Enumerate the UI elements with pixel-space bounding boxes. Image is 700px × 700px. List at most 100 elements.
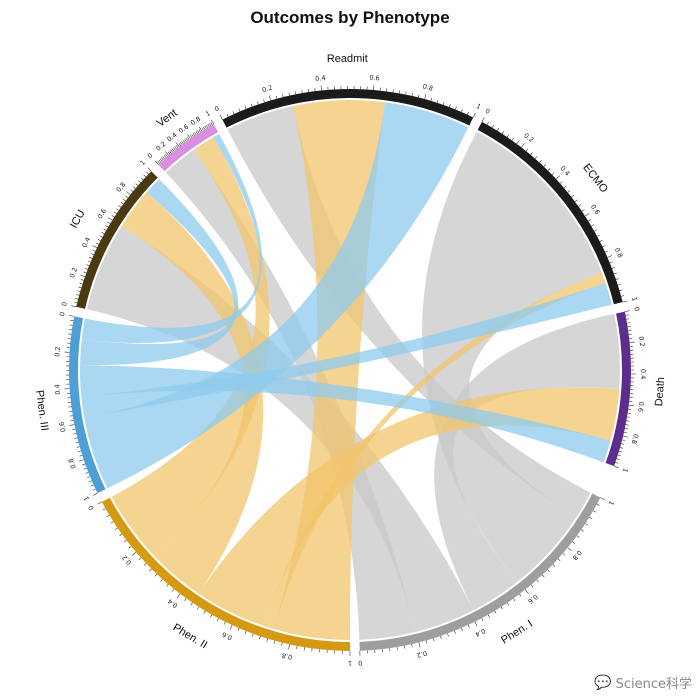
tick-mark <box>69 424 75 426</box>
tick-mark <box>574 199 578 202</box>
tick-mark <box>624 428 628 430</box>
tick-mark <box>203 126 206 130</box>
tick-mark <box>436 99 439 103</box>
tick-mark <box>97 501 103 505</box>
tick-mark <box>398 90 401 94</box>
tick-mark <box>596 503 600 506</box>
tick-mark <box>259 636 261 640</box>
ribbon-phen-i-to-vent <box>165 149 416 640</box>
ribbon-phen-ii-to-death <box>198 387 620 626</box>
tick-mark <box>599 239 603 242</box>
tick-label: 0.8 <box>189 115 202 127</box>
tick-mark <box>600 497 605 501</box>
tick-label: 0.6 <box>589 203 601 216</box>
tick-mark <box>92 492 98 496</box>
tick-mark <box>263 99 265 103</box>
sector-label-phen-iii: Phen. III <box>33 389 50 431</box>
tick-mark <box>72 428 76 430</box>
watermark-text: Science科学 <box>615 677 692 692</box>
tick-mark <box>197 130 200 134</box>
tick-mark <box>167 151 171 155</box>
tick-mark <box>165 151 169 156</box>
tick-mark <box>107 217 113 221</box>
tick-mark <box>75 441 79 444</box>
tick-mark <box>195 131 198 135</box>
tick-mark <box>613 272 617 275</box>
tick-mark <box>198 129 201 133</box>
tick-mark <box>597 234 600 237</box>
tick-mark <box>161 157 164 161</box>
watermark: 💬 Science科学 <box>594 673 692 693</box>
tick-mark <box>567 190 571 193</box>
tick-mark <box>102 508 106 511</box>
tick-mark <box>99 235 103 238</box>
tick-mark <box>203 610 206 614</box>
tick-mark <box>501 131 505 134</box>
tick-label: 0.8 <box>630 433 640 445</box>
tick-mark <box>295 91 297 95</box>
tick-mark <box>88 480 92 483</box>
tick-mark <box>154 573 158 577</box>
sector-phen-iii <box>69 316 106 494</box>
tick-mark <box>190 602 193 606</box>
tick-mark <box>185 138 188 141</box>
tick-mark <box>530 584 534 588</box>
tick-mark <box>97 239 101 241</box>
tick-label: 1 <box>607 499 616 506</box>
tick-mark <box>481 618 484 622</box>
tick-mark <box>149 568 152 572</box>
tick-mark <box>607 255 613 258</box>
tick-mark <box>184 598 187 601</box>
tick-mark <box>107 221 111 224</box>
tick-label: 0.2 <box>120 553 133 566</box>
tick-mark <box>615 278 619 280</box>
tick-mark <box>114 527 118 530</box>
tick-label: 0.4 <box>474 627 487 639</box>
tick-mark <box>572 541 575 544</box>
tick-mark <box>625 424 629 426</box>
tick-label: 0.4 <box>80 236 92 249</box>
tick-mark <box>95 242 99 245</box>
tick-mark <box>83 467 87 470</box>
tick-mark <box>120 202 124 205</box>
tick-mark <box>559 181 563 184</box>
tick-label: 1 <box>204 109 211 118</box>
tick-mark <box>69 315 75 317</box>
tick-mark <box>74 437 78 439</box>
tick-mark <box>404 645 406 649</box>
tick-mark <box>119 533 123 537</box>
tick-label: 0.6 <box>96 207 108 220</box>
tick-mark <box>449 104 451 108</box>
tick-mark <box>76 294 80 296</box>
tick-mark <box>130 189 134 192</box>
tick-mark <box>617 283 621 286</box>
tick-mark <box>511 137 514 141</box>
ribbon-phen-i-to-ecmo <box>422 131 602 583</box>
tick-mark <box>619 289 623 291</box>
tick-mark <box>250 103 253 107</box>
tick-label: 0 <box>58 311 67 317</box>
tick-label: 0.2 <box>68 266 79 278</box>
tick-mark <box>578 204 582 207</box>
tick-mark <box>132 186 136 189</box>
tick-label: 0.8 <box>571 549 584 562</box>
tick-mark <box>411 92 413 96</box>
tick-mark <box>192 133 195 136</box>
tick-label: 1 <box>139 159 148 168</box>
tick-mark <box>138 557 142 561</box>
tick-mark <box>418 642 421 648</box>
tick-mark <box>82 463 86 466</box>
tick-mark <box>494 610 497 614</box>
tick-mark <box>617 454 621 457</box>
tick-mark <box>534 156 538 159</box>
tick-label: 1 <box>475 102 482 111</box>
tick-mark <box>506 602 510 606</box>
tick-mark <box>581 209 585 212</box>
tick-mark <box>80 279 84 281</box>
tick-label: 1 <box>82 495 91 502</box>
tick-mark <box>547 569 550 573</box>
tick-mark <box>101 232 105 235</box>
tick-mark <box>123 198 126 202</box>
tick-mark <box>173 147 176 151</box>
tick-mark <box>210 614 213 618</box>
